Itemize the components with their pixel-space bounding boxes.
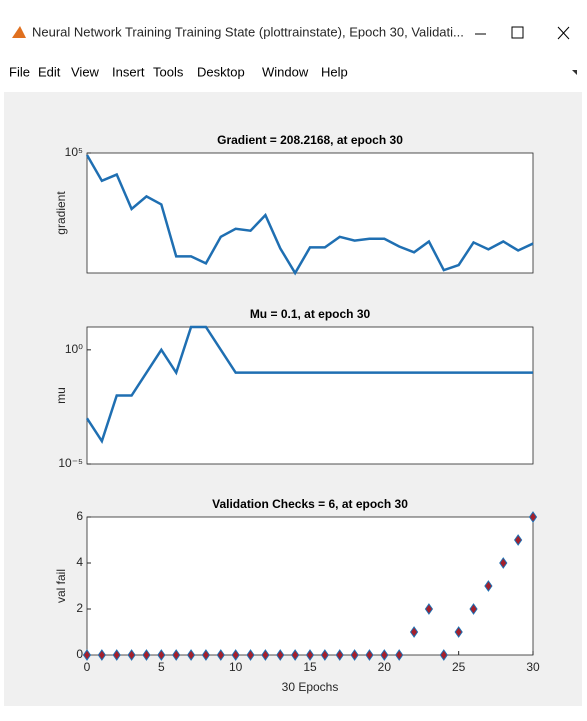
data-point	[157, 649, 166, 661]
x-tick-label: 30	[526, 660, 540, 674]
data-point	[186, 649, 196, 661]
data-point	[320, 649, 329, 661]
x-tick-label: 15	[303, 660, 317, 674]
data-point	[424, 603, 434, 615]
menu-item[interactable]: Edit	[38, 64, 61, 79]
y-tick-label: 2	[76, 601, 83, 615]
menu-item[interactable]: View	[71, 64, 100, 79]
data-point	[231, 649, 240, 661]
app-icon	[12, 26, 26, 38]
x-tick-label: 25	[452, 660, 466, 674]
data-point	[97, 649, 106, 661]
menu-item[interactable]: File	[9, 64, 30, 79]
data-point	[112, 649, 121, 661]
data-point	[276, 649, 285, 661]
data-line	[85, 154, 534, 276]
plot-area	[86, 152, 534, 274]
plots: Gradient = 208.2168, at epoch 30 gradient…	[54, 133, 540, 694]
data-point	[82, 649, 92, 661]
y-tick-label: 4	[76, 555, 83, 569]
close-button[interactable]	[557, 26, 570, 40]
data-line	[85, 325, 533, 445]
data-point	[261, 649, 270, 661]
data-point	[484, 580, 493, 592]
data-point	[201, 649, 211, 661]
window-title: Neural Network Training Training State (…	[32, 24, 464, 39]
data-point	[469, 603, 478, 615]
plot-area	[86, 326, 534, 465]
data-point	[246, 649, 255, 661]
data-point	[291, 649, 300, 661]
y-tick-label: 10⁵	[65, 145, 83, 159]
chart-title: Gradient = 208.2168, at epoch 30	[217, 133, 403, 147]
menu-item[interactable]: Window	[262, 64, 309, 79]
x-tick-label: 5	[158, 660, 165, 674]
y-axis-label: mu	[54, 387, 68, 404]
data-point	[528, 511, 538, 523]
y-tick-label: 0	[76, 647, 83, 661]
chart-title: Mu = 0.1, at epoch 30	[250, 307, 371, 321]
data-point	[499, 557, 508, 569]
data-point	[439, 649, 448, 661]
menu-item[interactable]: Tools	[153, 64, 184, 79]
x-tick-label: 10	[229, 660, 243, 674]
data-point	[350, 649, 359, 661]
data-point	[454, 626, 463, 638]
menu-item[interactable]: Help	[321, 64, 348, 79]
x-axis-label: 30 Epochs	[282, 680, 339, 694]
menu-item[interactable]: Insert	[112, 64, 145, 79]
data-point	[142, 649, 151, 661]
chart-title: Validation Checks = 6, at epoch 30	[212, 497, 408, 511]
x-tick-label: 0	[84, 660, 91, 674]
data-point	[380, 649, 389, 661]
y-tick-label: 6	[76, 509, 83, 523]
data-point	[335, 649, 344, 661]
y-axis-label: gradient	[54, 191, 68, 235]
menu-item[interactable]: Desktop	[197, 64, 245, 79]
menu-arrow	[572, 70, 577, 75]
maximize-button[interactable]	[511, 26, 524, 39]
data-point	[172, 649, 181, 661]
data-point	[365, 649, 374, 661]
data-point	[305, 649, 315, 661]
data-point	[127, 649, 136, 661]
menu-bar: File Edit View Insert Tools Desktop Window Help	[9, 64, 348, 79]
data-point	[409, 626, 419, 638]
data-point	[514, 534, 523, 546]
y-tick-label: 10⁰	[65, 342, 83, 356]
x-tick-label: 20	[378, 660, 392, 674]
y-axis-label: val fail	[54, 569, 68, 603]
plot-area	[86, 516, 534, 656]
y-tick-label: 10⁻⁵	[58, 456, 83, 470]
data-point	[216, 649, 225, 661]
data-point	[395, 649, 404, 661]
